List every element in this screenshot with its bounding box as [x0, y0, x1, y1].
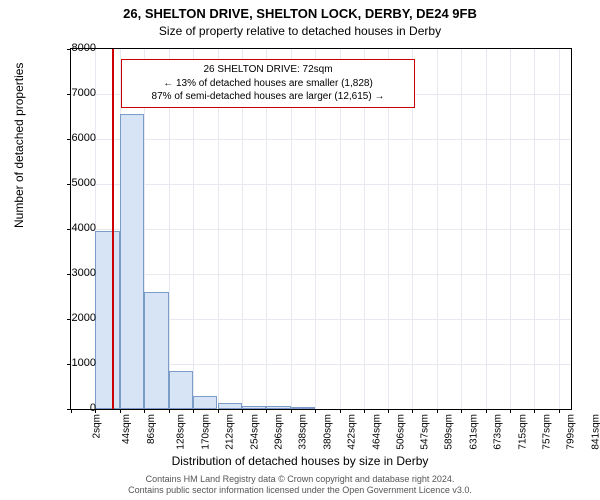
x-tick-mark — [486, 409, 487, 413]
y-tick-label: 3000 — [46, 267, 96, 279]
y-tick-label: 6000 — [46, 132, 96, 144]
chart-footer: Contains HM Land Registry data © Crown c… — [0, 474, 600, 496]
x-axis-label: Distribution of detached houses by size … — [0, 454, 600, 468]
x-tick-mark — [559, 409, 560, 413]
x-tick-label: 464sqm — [371, 414, 382, 450]
histogram-bar — [266, 406, 290, 409]
x-tick-mark — [388, 409, 389, 413]
histogram-bar — [95, 231, 119, 409]
grid-line-v — [510, 49, 511, 409]
annotation-box: 26 SHELTON DRIVE: 72sqm← 13% of detached… — [121, 59, 415, 108]
x-tick-label: 715sqm — [517, 414, 528, 450]
grid-line-h — [71, 184, 571, 185]
grid-line-v — [461, 49, 462, 409]
x-tick-mark — [315, 409, 316, 413]
x-tick-label: 86sqm — [146, 414, 157, 444]
x-tick-mark — [242, 409, 243, 413]
x-tick-mark — [291, 409, 292, 413]
x-tick-label: 170sqm — [200, 414, 211, 450]
y-axis-label: Number of detached properties — [12, 63, 26, 228]
x-tick-label: 296sqm — [274, 414, 285, 450]
x-tick-label: 338sqm — [298, 414, 309, 450]
grid-line-v — [559, 49, 560, 409]
grid-line-h — [71, 229, 571, 230]
y-tick-label: 0 — [46, 402, 96, 414]
x-tick-mark — [461, 409, 462, 413]
histogram-chart: 26, SHELTON DRIVE, SHELTON LOCK, DERBY, … — [0, 0, 600, 500]
annotation-line: 26 SHELTON DRIVE: 72sqm — [128, 63, 408, 77]
x-tick-label: 380sqm — [322, 414, 333, 450]
y-tick-label: 7000 — [46, 87, 96, 99]
y-tick-label: 4000 — [46, 222, 96, 234]
x-tick-label: 673sqm — [493, 414, 504, 450]
x-tick-label: 506sqm — [396, 414, 407, 450]
x-tick-label: 757sqm — [542, 414, 553, 450]
x-tick-mark — [120, 409, 121, 413]
annotation-line: ← 13% of detached houses are smaller (1,… — [128, 77, 408, 91]
y-tick-label: 2000 — [46, 312, 96, 324]
histogram-bar — [169, 371, 193, 409]
x-tick-label: 212sqm — [225, 414, 236, 450]
histogram-bar — [120, 114, 144, 409]
x-tick-mark — [193, 409, 194, 413]
x-tick-label: 128sqm — [176, 414, 187, 450]
x-tick-label: 589sqm — [444, 414, 455, 450]
x-tick-mark — [510, 409, 511, 413]
x-tick-mark — [169, 409, 170, 413]
x-tick-mark — [437, 409, 438, 413]
x-tick-label: 44sqm — [121, 414, 132, 444]
x-tick-label: 799sqm — [566, 414, 577, 450]
x-tick-label: 2sqm — [91, 414, 102, 438]
chart-title-main: 26, SHELTON DRIVE, SHELTON LOCK, DERBY, … — [0, 6, 600, 21]
y-tick-label: 8000 — [46, 42, 96, 54]
histogram-bar — [218, 403, 242, 409]
x-tick-mark — [218, 409, 219, 413]
x-tick-label: 841sqm — [590, 414, 600, 450]
histogram-bar — [144, 292, 168, 409]
x-tick-mark — [144, 409, 145, 413]
x-tick-mark — [412, 409, 413, 413]
grid-line-v — [437, 49, 438, 409]
histogram-bar — [242, 406, 266, 409]
x-tick-mark — [340, 409, 341, 413]
footer-line-2: Contains public sector information licen… — [0, 485, 600, 496]
footer-line-1: Contains HM Land Registry data © Crown c… — [0, 474, 600, 485]
histogram-bar — [193, 396, 217, 410]
grid-line-h — [71, 274, 571, 275]
chart-title-sub: Size of property relative to detached ho… — [0, 24, 600, 38]
y-tick-label: 5000 — [46, 177, 96, 189]
plot-area: 26 SHELTON DRIVE: 72sqm← 13% of detached… — [70, 48, 572, 410]
x-tick-label: 254sqm — [249, 414, 260, 450]
annotation-line: 87% of semi-detached houses are larger (… — [128, 90, 408, 104]
y-tick-label: 1000 — [46, 357, 96, 369]
grid-line-v — [534, 49, 535, 409]
grid-line-h — [71, 139, 571, 140]
x-tick-label: 631sqm — [468, 414, 479, 450]
marker-line — [112, 49, 114, 409]
x-tick-label: 422sqm — [347, 414, 358, 450]
x-tick-mark — [534, 409, 535, 413]
x-tick-mark — [266, 409, 267, 413]
histogram-bar — [291, 407, 315, 409]
x-tick-label: 547sqm — [419, 414, 430, 450]
x-tick-mark — [364, 409, 365, 413]
grid-line-v — [486, 49, 487, 409]
